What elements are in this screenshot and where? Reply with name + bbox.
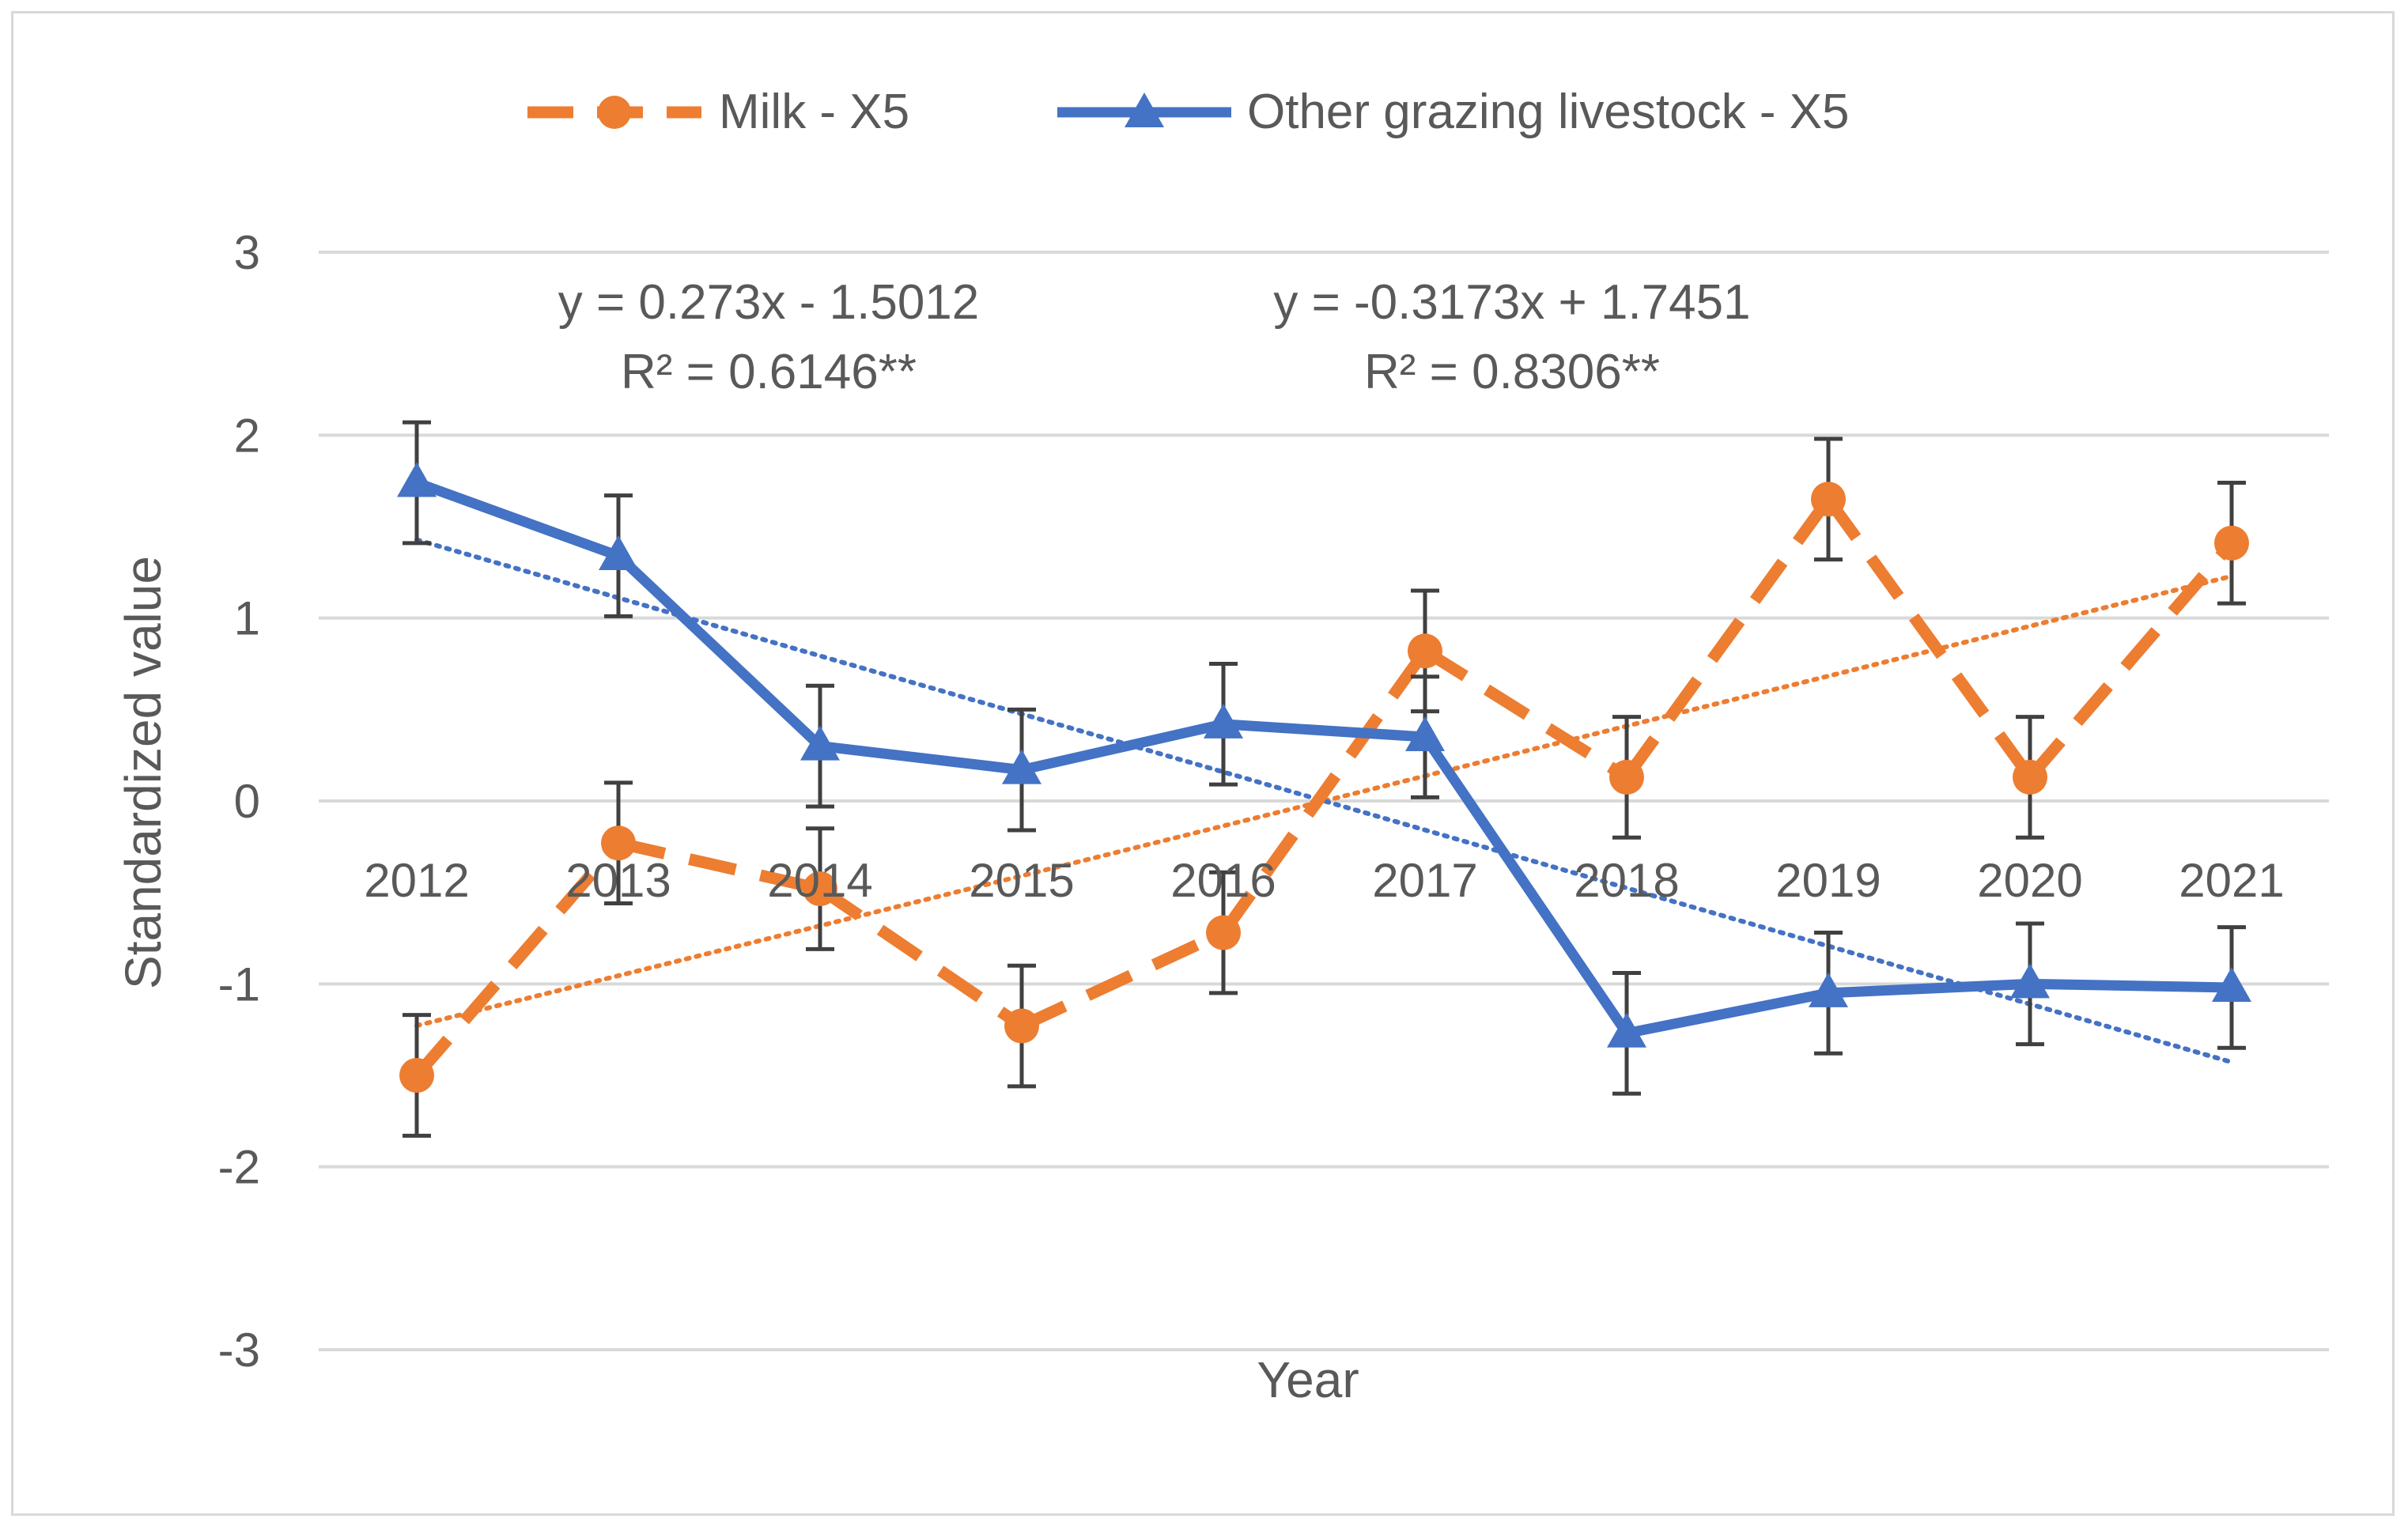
series-line-other-grazing-2015 <box>1020 719 1225 776</box>
legend-swatch-milk-marker <box>598 96 631 129</box>
y-tick-label--2: -2 <box>218 1141 260 1194</box>
x-tick-label-2017: 2017 <box>1372 854 1477 907</box>
y-tick-label--3: -3 <box>218 1324 260 1377</box>
chart-svg: 3 2 1 0 -1 -2 -3 2012 2013 2014 2015 2016 2017 2018 20… <box>115 85 2329 1408</box>
trend-annotation-milk: y = 0.273x - 1.5012 R² = 0.6146** <box>558 275 980 399</box>
marker-milk-2013 <box>601 825 636 861</box>
trend-annotation-other-grazing: y = -0.3173x + 1.7451 R² = 0.8306** <box>1273 275 1750 399</box>
x-tick-label-2018: 2018 <box>1574 854 1679 907</box>
series-line-other-grazing-2020 <box>2029 978 2232 993</box>
series-line-other-grazing-2017 <box>1420 734 1631 1037</box>
series-line-milk-2015 <box>1019 927 1227 1032</box>
trend-equation-other-grazing: y = -0.3173x + 1.7451 <box>1273 275 1750 330</box>
x-tick-label-2015: 2015 <box>969 854 1074 907</box>
y-tick-label--1: -1 <box>218 958 260 1011</box>
legend-label-other-grazing: Other grazing livestock - X5 <box>1247 85 1850 139</box>
series-line-other-grazing-2016 <box>1223 719 1426 742</box>
markers <box>397 462 2251 1093</box>
series-line-other-grazing-2018 <box>1625 988 1830 1039</box>
marker-milk-2012 <box>399 1058 434 1093</box>
trend-equation-milk: y = 0.273x - 1.5012 <box>558 275 980 330</box>
marker-milk-2017 <box>1408 633 1442 669</box>
legend-label-milk: Milk - X5 <box>719 85 909 139</box>
series-line-other-grazing-2012 <box>414 478 621 561</box>
y-tick-label-2: 2 <box>234 409 260 462</box>
legend-swatch-other-grazing-marker <box>1125 93 1164 127</box>
legend: Milk - X5 Other grazing livestock - X5 <box>527 85 1850 139</box>
series-line-other-grazing-2019 <box>1828 978 2031 999</box>
x-tick-label-2021: 2021 <box>2179 854 2284 907</box>
x-tick-label-2014: 2014 <box>767 854 872 907</box>
marker-other-grazing-2019 <box>1809 972 1848 1007</box>
y-axis-title: Standardized value <box>115 556 172 989</box>
marker-other-grazing-2017 <box>1405 716 1445 752</box>
x-tick-label-2019: 2019 <box>1775 854 1881 907</box>
series-line-milk-2018 <box>1621 495 1834 781</box>
marker-milk-2014 <box>803 871 837 907</box>
y-tick-label-0: 0 <box>234 775 260 828</box>
trend-r2-milk: R² = 0.6146** <box>621 345 917 399</box>
x-axis-title: Year <box>1257 1351 1359 1408</box>
series-line-milk-2019 <box>1823 495 2036 781</box>
marker-other-grazing-2014 <box>800 725 840 761</box>
marker-milk-2016 <box>1206 915 1241 950</box>
marker-other-grazing-2016 <box>1204 703 1243 739</box>
marker-milk-2015 <box>1004 1008 1039 1044</box>
marker-other-grazing-2012 <box>397 462 437 497</box>
marker-milk-2018 <box>1609 759 1644 795</box>
series-lines <box>412 478 2236 1079</box>
series-line-other-grazing-2014 <box>819 741 1023 776</box>
x-tick-label-2013: 2013 <box>565 854 671 907</box>
series-line-milk-2017 <box>1422 645 1630 783</box>
series-line-other-grazing-2013 <box>614 552 824 750</box>
legend-item-other-grazing[interactable]: Other grazing livestock - X5 <box>1057 85 1850 139</box>
chart-frame: 3 2 1 0 -1 -2 -3 2012 2013 2014 2015 2016 2017 2018 20… <box>11 11 2395 1516</box>
marker-other-grazing-2015 <box>1002 749 1041 784</box>
marker-milk-2019 <box>1811 482 1846 517</box>
y-tick-label-1: 1 <box>234 592 260 645</box>
series-line-milk-2016 <box>1218 647 1431 936</box>
x-tick-label-2016: 2016 <box>1170 854 1276 907</box>
legend-item-milk[interactable]: Milk - X5 <box>527 85 909 139</box>
series-line-milk-2012 <box>412 839 623 1079</box>
error-bars <box>403 420 2246 1138</box>
series-line-milk-2020 <box>2025 538 2236 781</box>
labels: 3 2 1 0 -1 -2 -3 2012 2013 2014 2015 2016 2017 2018 20… <box>218 226 2285 1377</box>
marker-other-grazing-2020 <box>2010 963 2050 999</box>
marker-milk-2020 <box>2013 759 2047 795</box>
x-tick-label-2012: 2012 <box>364 854 469 907</box>
marker-other-grazing-2018 <box>1607 1012 1646 1048</box>
marker-other-grazing-2021 <box>2212 966 2251 1002</box>
series-line-milk-2014 <box>816 883 1026 1031</box>
trend-r2-other-grazing: R² = 0.8306** <box>1364 345 1660 399</box>
marker-milk-2021 <box>2214 525 2249 561</box>
y-tick-label-3: 3 <box>234 226 260 279</box>
x-tick-label-2020: 2020 <box>1977 854 2082 907</box>
series-line-milk-2013 <box>617 837 822 895</box>
gridlines <box>319 251 2329 1351</box>
marker-other-grazing-2013 <box>599 535 638 571</box>
